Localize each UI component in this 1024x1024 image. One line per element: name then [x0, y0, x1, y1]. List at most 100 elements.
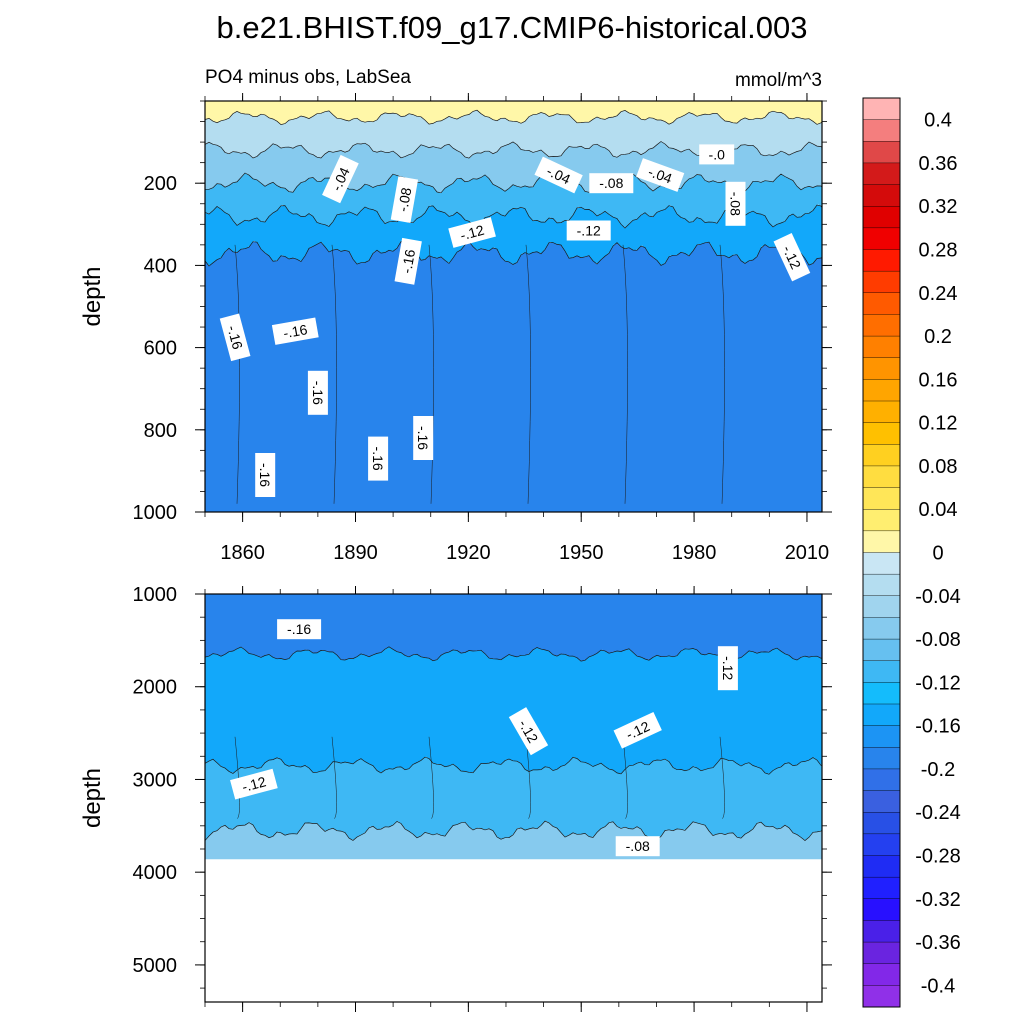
contour-label: -.16: [271, 317, 319, 345]
contour-label-text: -.0: [709, 146, 726, 162]
contour-label: -.08: [390, 176, 419, 224]
contour-label-bg: [589, 173, 634, 194]
contour-label-text: -.16: [398, 248, 418, 275]
y-tick-label: 800: [144, 420, 177, 442]
colorbar-swatch: [862, 855, 901, 878]
contour-label-bg: [534, 156, 583, 194]
colorbar-label: 0.04: [919, 499, 958, 521]
colorbar-swatch: [862, 487, 901, 510]
colorbar-swatch: [862, 184, 901, 207]
contour-label-text: -.12: [577, 223, 601, 239]
contour-label-bg: [390, 176, 419, 224]
colorbar-label: -0.4: [921, 975, 955, 997]
colorbar-label: -0.36: [915, 932, 961, 954]
colorbar-swatch: [862, 833, 901, 856]
colorbar-swatch: [862, 97, 901, 121]
contour-band: [205, 646, 822, 774]
contour-label-text: -.08: [394, 186, 414, 213]
contour-label-bg: [508, 707, 549, 756]
colorbar-swatch: [862, 227, 901, 251]
colorbar-label: 0.4: [924, 110, 952, 132]
contour-band: [205, 757, 822, 841]
plot-frame: [204, 593, 823, 1003]
colorbar-label: 0.08: [919, 456, 958, 478]
contour-label-text: -.12: [240, 773, 268, 795]
colorbar-swatch: [862, 119, 901, 142]
colorbar-swatch: [862, 162, 901, 186]
y-tick-label: 4000: [133, 862, 178, 884]
contour-label: -.16: [307, 370, 328, 415]
contour-label-bg: [725, 181, 746, 226]
colorbar-label: -0.24: [915, 802, 961, 824]
contour-band: [205, 241, 822, 512]
colorbar-swatch: [862, 725, 901, 748]
x-tick-label: 2010: [785, 542, 830, 564]
contour-label: -.08: [615, 836, 660, 857]
colorbar-label: 0.32: [919, 196, 958, 218]
colorbar-swatch: [862, 682, 901, 705]
contour-label-text: -.12: [720, 656, 736, 680]
contour-band: [205, 101, 822, 125]
colorbar-label: -0.12: [915, 672, 961, 694]
colorbar-label: -0.16: [915, 716, 961, 738]
contour-label-bg: [615, 836, 660, 857]
x-tick-label: 1860: [220, 542, 265, 564]
contour-label: -.12: [566, 220, 611, 241]
colorbar-swatch: [862, 963, 901, 986]
chart-units: mmol/m^3: [735, 70, 822, 91]
contour-band: [205, 594, 822, 662]
colorbar-swatch: [862, 638, 901, 662]
colorbar-swatch: [862, 379, 901, 402]
chart-subtitle-left: PO4 minus obs, LabSea: [205, 67, 411, 88]
contour-label-bg: [566, 220, 611, 241]
contour-label-text: -.16: [415, 426, 431, 450]
contour-label: -.04: [636, 158, 685, 192]
colorbar-swatch: [862, 768, 901, 792]
contour-line: [428, 736, 434, 819]
colorbar-swatch: [862, 703, 901, 727]
colorbar-swatch: [862, 141, 901, 164]
contour-band: [205, 173, 822, 228]
colorbar-swatch: [862, 357, 901, 380]
y-tick-label: 2000: [133, 677, 178, 699]
contour-label: -.16: [394, 237, 422, 285]
colorbar-swatch: [862, 617, 901, 640]
contour-label-bg: [773, 233, 811, 282]
contour-label: -.08: [725, 181, 746, 226]
colorbar-swatch: [862, 422, 901, 445]
contour-line: [205, 756, 822, 775]
panel-fill: [205, 594, 822, 860]
colorbar-label: 0.24: [919, 283, 958, 305]
contour-label-text: -.16: [282, 321, 309, 341]
colorbar-swatch: [862, 573, 901, 597]
colorbar-swatch: [862, 790, 901, 813]
contour-line: [428, 244, 434, 504]
contour-label-bg: [394, 237, 422, 285]
colorbar-swatch: [862, 812, 901, 835]
colorbar-swatch: [862, 509, 901, 532]
contour-line: [719, 244, 725, 504]
colorbar-swatch: [862, 465, 901, 489]
x-tick-label: 1920: [446, 542, 491, 564]
colorbar-swatch: [862, 444, 901, 467]
contour-label-bg: [413, 416, 434, 460]
contour-line: [525, 244, 531, 504]
y-tick-label: 600: [144, 338, 177, 360]
contour-line: [622, 736, 628, 819]
contour-label-bg: [277, 619, 322, 640]
colorbar-label: -0.2: [921, 759, 955, 781]
y-tick-label: 400: [144, 255, 177, 277]
colorbar: 0.4 0.36 0.32 0.28 0.24 0.2 0.16 0.12 0.08 0.04 0 -…: [862, 97, 961, 1008]
contour-label: -.16: [219, 313, 251, 362]
colorbar-swatch: [862, 920, 901, 943]
colorbar-swatch: [862, 206, 901, 229]
colorbar-label: 0.36: [919, 153, 958, 175]
colorbar-frame: [862, 97, 901, 1008]
colorbar-swatch: [862, 249, 901, 272]
contour-label-text: -.12: [458, 222, 486, 244]
y-tick-label: 1000: [133, 502, 178, 524]
chart-title: b.e21.BHIST.f09_g17.CMIP6-historical.003: [216, 10, 807, 45]
contour-label-bg: [255, 453, 276, 497]
